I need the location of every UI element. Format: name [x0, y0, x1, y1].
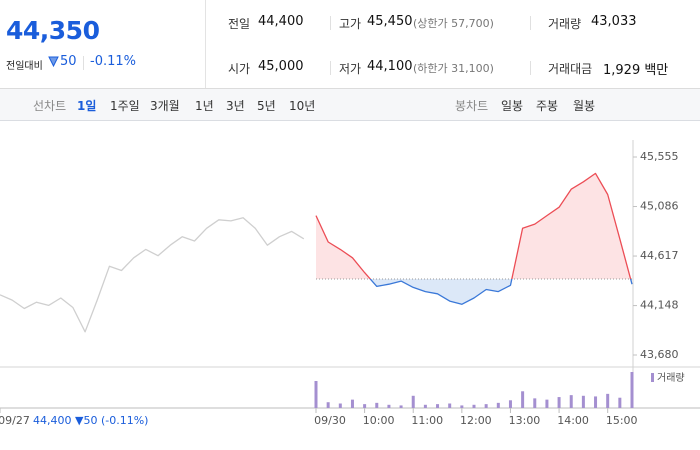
stat-label: 거래량 — [548, 17, 582, 31]
current-price: 44,350 — [6, 16, 100, 45]
stat-value: 44,400 — [258, 14, 304, 29]
tab[interactable]: 5년 — [257, 99, 276, 113]
quote-header: 44,350 전일대비 50 -0.11% 전일 44,400 고가 45,45… — [0, 0, 700, 89]
y-tick-label: 44,617 — [640, 249, 679, 262]
stat-label: 시가 — [228, 62, 251, 76]
volume-bar — [436, 404, 440, 408]
stat-label: 고가 — [339, 17, 362, 31]
tab-bar: 선차트 1일 1주일 3개월 1년 3년 5년 10년 봉차트 일봉 주봉 월봉 — [0, 89, 700, 121]
down-icon — [48, 56, 59, 67]
volume-legend: 거래량 — [657, 372, 685, 384]
stat-label: 거래대금 — [548, 62, 593, 76]
volume-legend-swatch — [651, 373, 654, 382]
volume-bar — [521, 391, 525, 408]
area — [316, 173, 632, 305]
volume-bar — [508, 400, 512, 408]
tab[interactable]: 10년 — [289, 99, 316, 113]
y-tick-label: 45,555 — [640, 150, 679, 163]
x-tick-label: 11:00 — [411, 414, 443, 427]
volume-bar — [594, 396, 598, 408]
volume-bar — [545, 399, 549, 408]
price-line — [315, 172, 633, 305]
volume-bar — [569, 395, 573, 408]
volume-bar — [314, 381, 318, 408]
volume-bar — [581, 395, 585, 408]
tab[interactable]: 주봉 — [536, 99, 559, 113]
price-box: 44,350 전일대비 50 -0.11% — [0, 0, 206, 88]
tab[interactable]: 1주일 — [110, 99, 140, 113]
tab[interactable]: 일봉 — [501, 99, 524, 113]
stat-note: (상한가 57,700) — [413, 17, 494, 30]
stat-label: 전일 — [228, 17, 251, 31]
x-tick-label: 09/27 — [0, 414, 30, 427]
change-amount: 50 — [60, 54, 77, 69]
volume-bar — [533, 398, 537, 408]
tab[interactable]: 월봉 — [573, 99, 596, 113]
volume-bar — [411, 395, 415, 408]
volume-bar — [375, 402, 379, 408]
tab[interactable]: 3개월 — [150, 99, 180, 113]
x-tick-label: 15:00 — [606, 414, 638, 427]
volume-bar — [326, 402, 330, 408]
stat-label: 저가 — [339, 62, 362, 76]
stat-value: 43,033 — [591, 14, 637, 29]
volume-bar — [618, 397, 622, 408]
x-tick-label: 12:00 — [460, 414, 492, 427]
x-tick-label: 09/30 — [314, 414, 346, 427]
stat-value: 44,100 — [367, 59, 413, 74]
stat-note: (하한가 31,100) — [413, 62, 494, 75]
y-tick-label: 45,086 — [640, 200, 679, 213]
x-tick-label: 14:00 — [557, 414, 589, 427]
tab[interactable]: 3년 — [226, 99, 245, 113]
volume-bar — [423, 404, 427, 408]
change-label: 전일대비 — [6, 61, 43, 72]
volume-bar — [460, 405, 464, 408]
stat-value: 45,450 — [367, 14, 413, 29]
volume-bar — [484, 404, 488, 408]
volume-bar — [363, 404, 367, 408]
x-tick-label: 13:00 — [509, 414, 541, 427]
tab[interactable]: 1년 — [195, 99, 214, 113]
tab-group-label: 봉차트 — [455, 99, 489, 113]
volume-bar — [630, 372, 634, 408]
chart-info: 44,400 ▼50 (-0.11%) — [33, 414, 148, 427]
y-tick-label: 43,680 — [640, 348, 679, 361]
stat-value: 1,929 백만 — [603, 63, 669, 78]
tab[interactable]: 1일 — [77, 99, 97, 113]
volume-bar — [606, 393, 610, 408]
y-tick-label: 44,148 — [640, 299, 679, 312]
volume-bar — [448, 403, 452, 408]
volume-bar — [557, 397, 561, 408]
volume-bar — [338, 403, 342, 408]
volume-bar — [472, 404, 476, 408]
volume-bar — [350, 399, 354, 408]
change-rate: -0.11% — [90, 54, 136, 69]
volume-bar — [496, 402, 500, 408]
volume-bar — [387, 404, 391, 408]
volume-bar — [399, 405, 403, 408]
price-line — [0, 217, 305, 333]
tab-group-label: 선차트 — [33, 99, 67, 113]
stat-value: 45,000 — [258, 59, 304, 74]
x-tick-label: 10:00 — [363, 414, 395, 427]
